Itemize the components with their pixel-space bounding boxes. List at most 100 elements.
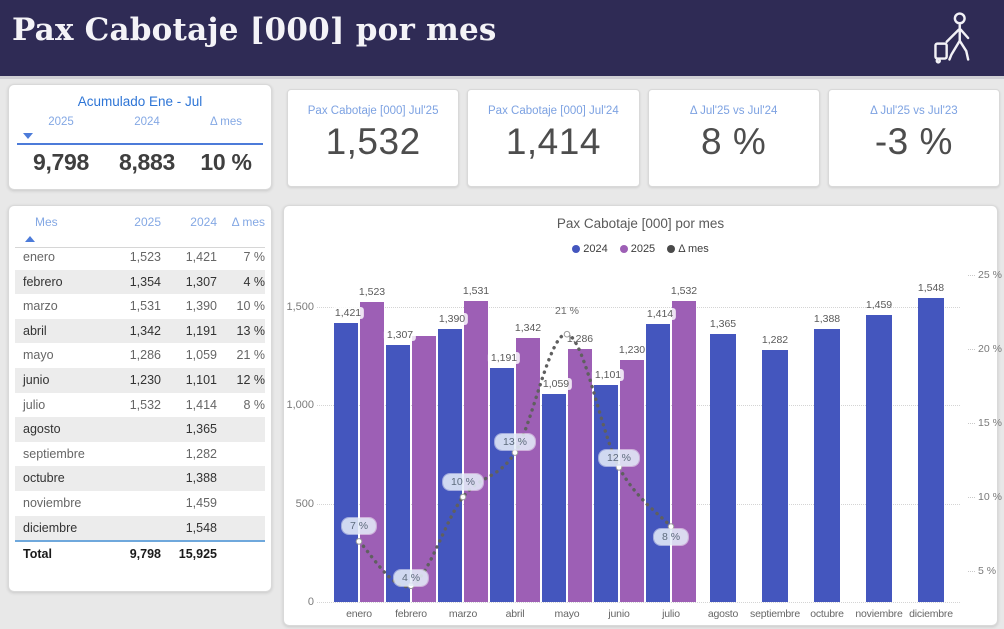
sort-descending-icon[interactable] (23, 133, 33, 139)
kpi-value: 1,532 (325, 121, 421, 162)
table-row[interactable]: mayo 1,286 1,059 21 % (15, 343, 265, 368)
bar-2024-abril[interactable] (490, 367, 514, 602)
table-column-header[interactable]: Δ mes (231, 215, 265, 229)
table-row[interactable]: noviembre 1,459 (15, 491, 265, 516)
bar-label-2024: 1,388 (813, 313, 841, 326)
x-axis-label: octubre (810, 608, 844, 620)
table-row[interactable]: abril 1,342 1,191 13 % (15, 318, 266, 344)
legend-label: Δ mes (678, 243, 709, 255)
y-axis-right-tick: 10 % (968, 491, 1002, 503)
bar-2024-julio[interactable] (646, 323, 670, 602)
legend-item-Δ-mes[interactable]: Δ mes (667, 243, 709, 255)
table-cell: 1,459 (185, 495, 217, 510)
bar-label-2024: 1,307 (383, 328, 417, 341)
bar-2024-septiembre[interactable] (762, 349, 788, 602)
bar-label-2024: 1,191 (487, 351, 521, 364)
table-cell (217, 442, 265, 467)
bar-2024-agosto[interactable] (710, 333, 736, 602)
bar-label-2025: 1,230 (618, 344, 646, 357)
bar-2024-mayo[interactable] (542, 393, 566, 602)
legend-dot (572, 245, 581, 253)
table-cell: agosto (23, 422, 61, 437)
bar-2025-marzo[interactable] (464, 300, 488, 602)
table-cell: abril (23, 323, 47, 338)
accumulated-values: 9,798 8,883 10 % (15, 149, 265, 176)
table-column-header[interactable]: 2025 (134, 215, 161, 229)
x-axis-label: junio (608, 608, 630, 620)
sort-ascending-icon[interactable] (25, 236, 35, 242)
bar-chart-plot: 0 500 1,000 1,500 5 % 10 % 15 % 20 % 25 % 1,523 1,… (284, 206, 1001, 625)
accumulated-column-header[interactable]: Δ mes (210, 116, 242, 128)
table-row[interactable]: septiembre 1,282 (15, 442, 265, 467)
table-cell: septiembre (23, 446, 85, 461)
table-cell: noviembre (23, 495, 82, 510)
legend-item-2025[interactable]: 2025 (619, 243, 656, 255)
bar-2025-julio[interactable] (672, 300, 696, 602)
table-cell: 1,531 (129, 299, 161, 314)
table-cell: 1,307 (185, 274, 217, 289)
kpi-card-1: Pax Cabotaje [000] Jul'25 1,532 (287, 89, 460, 187)
table-row[interactable]: agosto 1,365 (15, 417, 265, 442)
bar-2024-octubre[interactable] (814, 329, 840, 602)
accumulated-underline (17, 143, 263, 145)
accumulated-column-header[interactable]: 2024 (134, 116, 160, 128)
bar-2025-febrero[interactable] (412, 335, 436, 602)
bar-2024-diciembre[interactable] (918, 297, 944, 602)
table-cell: mayo (23, 348, 54, 363)
table-row[interactable]: octubre 1,388 (15, 466, 265, 491)
delta-label: 4 % (393, 569, 429, 586)
table-cell: 1,191 (185, 323, 217, 338)
bar-2024-marzo[interactable] (438, 328, 462, 602)
bar-label-2024: 1,414 (643, 307, 677, 320)
table-cell: octubre (23, 471, 65, 486)
table-cell (103, 466, 161, 491)
table-cell: 1,523 (129, 250, 161, 264)
table-cell: 15,925 (178, 547, 217, 562)
bar-2024-noviembre[interactable] (866, 315, 892, 602)
table-cell (217, 542, 265, 567)
bar-label-2024: 1,421 (331, 306, 365, 319)
table-cell (103, 491, 161, 516)
gridline (317, 602, 960, 603)
table-cell: 10 % (236, 299, 266, 314)
accumulated-title: Acumulado Ene - Jul (77, 94, 203, 109)
bar-2024-enero[interactable] (334, 322, 358, 602)
y-axis-left-tick: 500 (295, 497, 314, 510)
legend-label: 2024 (583, 243, 608, 255)
table-row[interactable]: diciembre 1,548 (15, 515, 265, 541)
bar-2025-enero[interactable] (360, 302, 384, 602)
page-title: Pax Cabotaje [000] por mes (12, 12, 497, 48)
legend-dot (667, 245, 676, 253)
table-cell: 1,365 (185, 422, 217, 437)
table-cell: 13 % (236, 323, 266, 338)
legend-label: 2025 (630, 243, 656, 255)
bar-label-2025: 1,531 (462, 284, 490, 297)
table-row[interactable]: enero 1,523 1,421 7 % (15, 245, 265, 270)
table-cell: diciembre (23, 520, 78, 535)
table-cell: Total (23, 547, 52, 562)
bar-label-2025: 1,532 (670, 284, 698, 297)
bar-2025-junio[interactable] (620, 360, 644, 602)
bar-label-2024: 1,365 (709, 317, 737, 330)
y-axis-left-tick: 0 (307, 596, 314, 608)
bar-label-2024: 1,282 (761, 333, 789, 346)
table-cell (103, 442, 161, 467)
table-row[interactable]: febrero 1,354 1,307 4 % (15, 269, 265, 295)
table-column-header[interactable]: Mes (35, 215, 58, 229)
table-cell (103, 516, 161, 541)
bar-2025-abril[interactable] (516, 338, 540, 602)
bar-2024-junio[interactable] (594, 385, 618, 602)
table-cell (217, 417, 265, 442)
table-cell (217, 466, 265, 491)
table-row[interactable]: marzo 1,531 1,390 10 % (15, 294, 265, 319)
kpi-value: 1,414 (505, 121, 601, 162)
table-row[interactable]: julio 1,532 1,414 8 % (15, 393, 265, 418)
bar-label-2025: 1,286 (566, 333, 594, 346)
legend-item-2024[interactable]: 2024 (572, 243, 608, 255)
table-cell: 1,548 (185, 520, 217, 535)
bar-2024-febrero[interactable] (386, 344, 410, 602)
table-column-header[interactable]: 2024 (190, 215, 217, 229)
table-row[interactable]: junio 1,230 1,101 12 % (15, 367, 265, 393)
accumulated-column-header[interactable]: 2025 (48, 116, 74, 128)
table-cell: 1,388 (185, 471, 217, 486)
